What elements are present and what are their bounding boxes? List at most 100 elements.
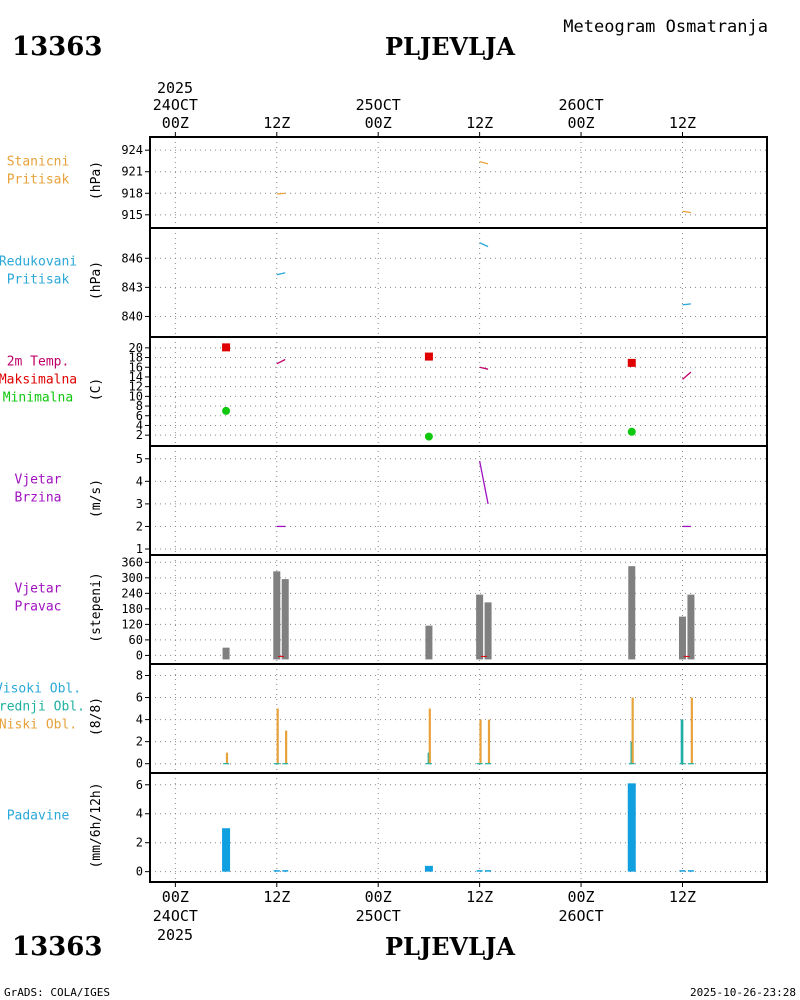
date-label-top: 25OCT [356, 96, 401, 114]
cloud-bar [479, 719, 482, 764]
wind-direction-bar [484, 602, 492, 660]
y-tick-label: 846 [121, 251, 143, 265]
time-label-bottom: 12Z [669, 888, 696, 906]
panel-label: Pritisak [7, 173, 70, 188]
panel-label: Maksimalna [0, 373, 77, 388]
date-label-bottom: 26OCT [558, 907, 603, 925]
time-label-top: 00Z [365, 114, 392, 132]
wind-direction-bar [425, 625, 433, 660]
y-tick-label: 1 [136, 542, 143, 556]
panel-frame [149, 554, 768, 665]
y-axis-label: (hPa) [89, 261, 104, 300]
y-tick-label: 6 [136, 778, 143, 792]
cloud-bar [428, 708, 431, 764]
data-line [276, 192, 286, 195]
cloud-bar [690, 697, 693, 764]
time-label-top: 12Z [466, 114, 493, 132]
precip-bar [222, 828, 231, 872]
wind-direction-bar [281, 579, 289, 660]
time-label-bottom: 00Z [568, 888, 595, 906]
y-tick-label: 300 [121, 571, 143, 585]
date-label-bottom: 24OCT [153, 907, 198, 925]
y-tick-label: 843 [121, 280, 143, 294]
data-line [276, 272, 286, 276]
precip-bar [282, 870, 289, 872]
credit-label: GrADS: COLA/IGES [4, 986, 110, 999]
wind-direction-bar [222, 647, 230, 660]
y-tick-label: 3 [136, 497, 143, 511]
cloud-bar [285, 730, 288, 764]
station-id-top: 13363 [12, 32, 102, 62]
cloud-bar [631, 697, 634, 764]
y-tick-label: 4 [136, 418, 143, 432]
y-tick-label: 20 [129, 341, 143, 355]
max-temp-marker [222, 343, 231, 352]
y-tick-label: 18 [129, 351, 143, 365]
y-tick-label: 120 [121, 617, 143, 631]
y-axis-label: (stepeni) [89, 572, 104, 642]
y-tick-label: 14 [129, 370, 143, 384]
y-tick-label: 4 [136, 474, 143, 488]
data-line [479, 242, 489, 248]
precip-bar [273, 870, 280, 872]
y-tick-label: 0 [136, 648, 143, 662]
time-label-top: 00Z [162, 114, 189, 132]
y-tick-label: 8 [136, 399, 143, 413]
y-tick-label: 6 [136, 691, 143, 705]
time-label-bottom: 00Z [365, 888, 392, 906]
panel-label: Brzina [15, 491, 62, 506]
time-label-top: 00Z [568, 114, 595, 132]
timestamp-label: 2025-10-26-23:28 [690, 986, 796, 999]
min-temp-marker [222, 406, 231, 415]
y-tick-label: 0 [136, 865, 143, 879]
station-id-bottom: 13363 [12, 932, 102, 962]
y-tick-label: 16 [129, 360, 143, 374]
date-label-top: 26OCT [558, 96, 603, 114]
time-label-top: 12Z [263, 114, 290, 132]
data-line [478, 460, 489, 505]
panel-frame [149, 336, 768, 447]
panel-label: Srednji Obl. [0, 700, 85, 715]
y-axis-label: (m/s) [89, 479, 104, 518]
panel-label: Pritisak [7, 273, 70, 288]
y-tick-label: 4 [136, 807, 143, 821]
time-label-bottom: 12Z [263, 888, 290, 906]
y-tick-label: 240 [121, 586, 143, 600]
precip-bar [679, 870, 686, 872]
panel-label: Pravac [15, 600, 62, 615]
y-tick-label: 8 [136, 669, 143, 683]
product-title: Meteogram Osmatranja [563, 17, 768, 37]
data-line [682, 210, 692, 214]
date-label-top: 24OCT [153, 96, 198, 114]
data-line [682, 303, 692, 306]
panel-label: Niski Obl. [0, 718, 77, 733]
panel-label: Visoki Obl. [0, 682, 81, 697]
min-temp-marker [424, 432, 433, 441]
wind-direction-bar [678, 616, 686, 660]
panel-label: Stanicni [7, 155, 70, 170]
time-label-top: 12Z [669, 114, 696, 132]
station-name-top: PLJEVLJA [385, 32, 515, 61]
precip-bar [424, 865, 433, 872]
max-temp-marker [424, 352, 433, 361]
y-axis-label: (8/8) [89, 697, 104, 736]
y-tick-label: 10 [129, 389, 143, 403]
panel-frame [149, 663, 768, 774]
station-name-bottom: PLJEVLJA [385, 932, 515, 961]
time-axis: 00Z00Z24OCT24OCT12Z12Z00Z00Z25OCT25OCT12… [153, 96, 696, 925]
y-tick-label: 840 [121, 309, 143, 323]
max-temp-marker [627, 358, 636, 367]
y-tick-label: 2 [136, 836, 143, 850]
y-tick-label: 915 [121, 208, 143, 222]
year-label-top: 2025 [157, 79, 193, 97]
y-tick-label: 180 [121, 602, 143, 616]
y-axis-label: (hPa) [89, 161, 104, 200]
y-tick-label: 0 [136, 757, 143, 771]
y-tick-label: 60 [129, 633, 143, 647]
cloud-bar [681, 719, 684, 764]
time-label-bottom: 00Z [162, 888, 189, 906]
y-tick-label: 921 [121, 165, 143, 179]
cloud-bar [276, 708, 279, 764]
precip-bar [627, 783, 636, 872]
